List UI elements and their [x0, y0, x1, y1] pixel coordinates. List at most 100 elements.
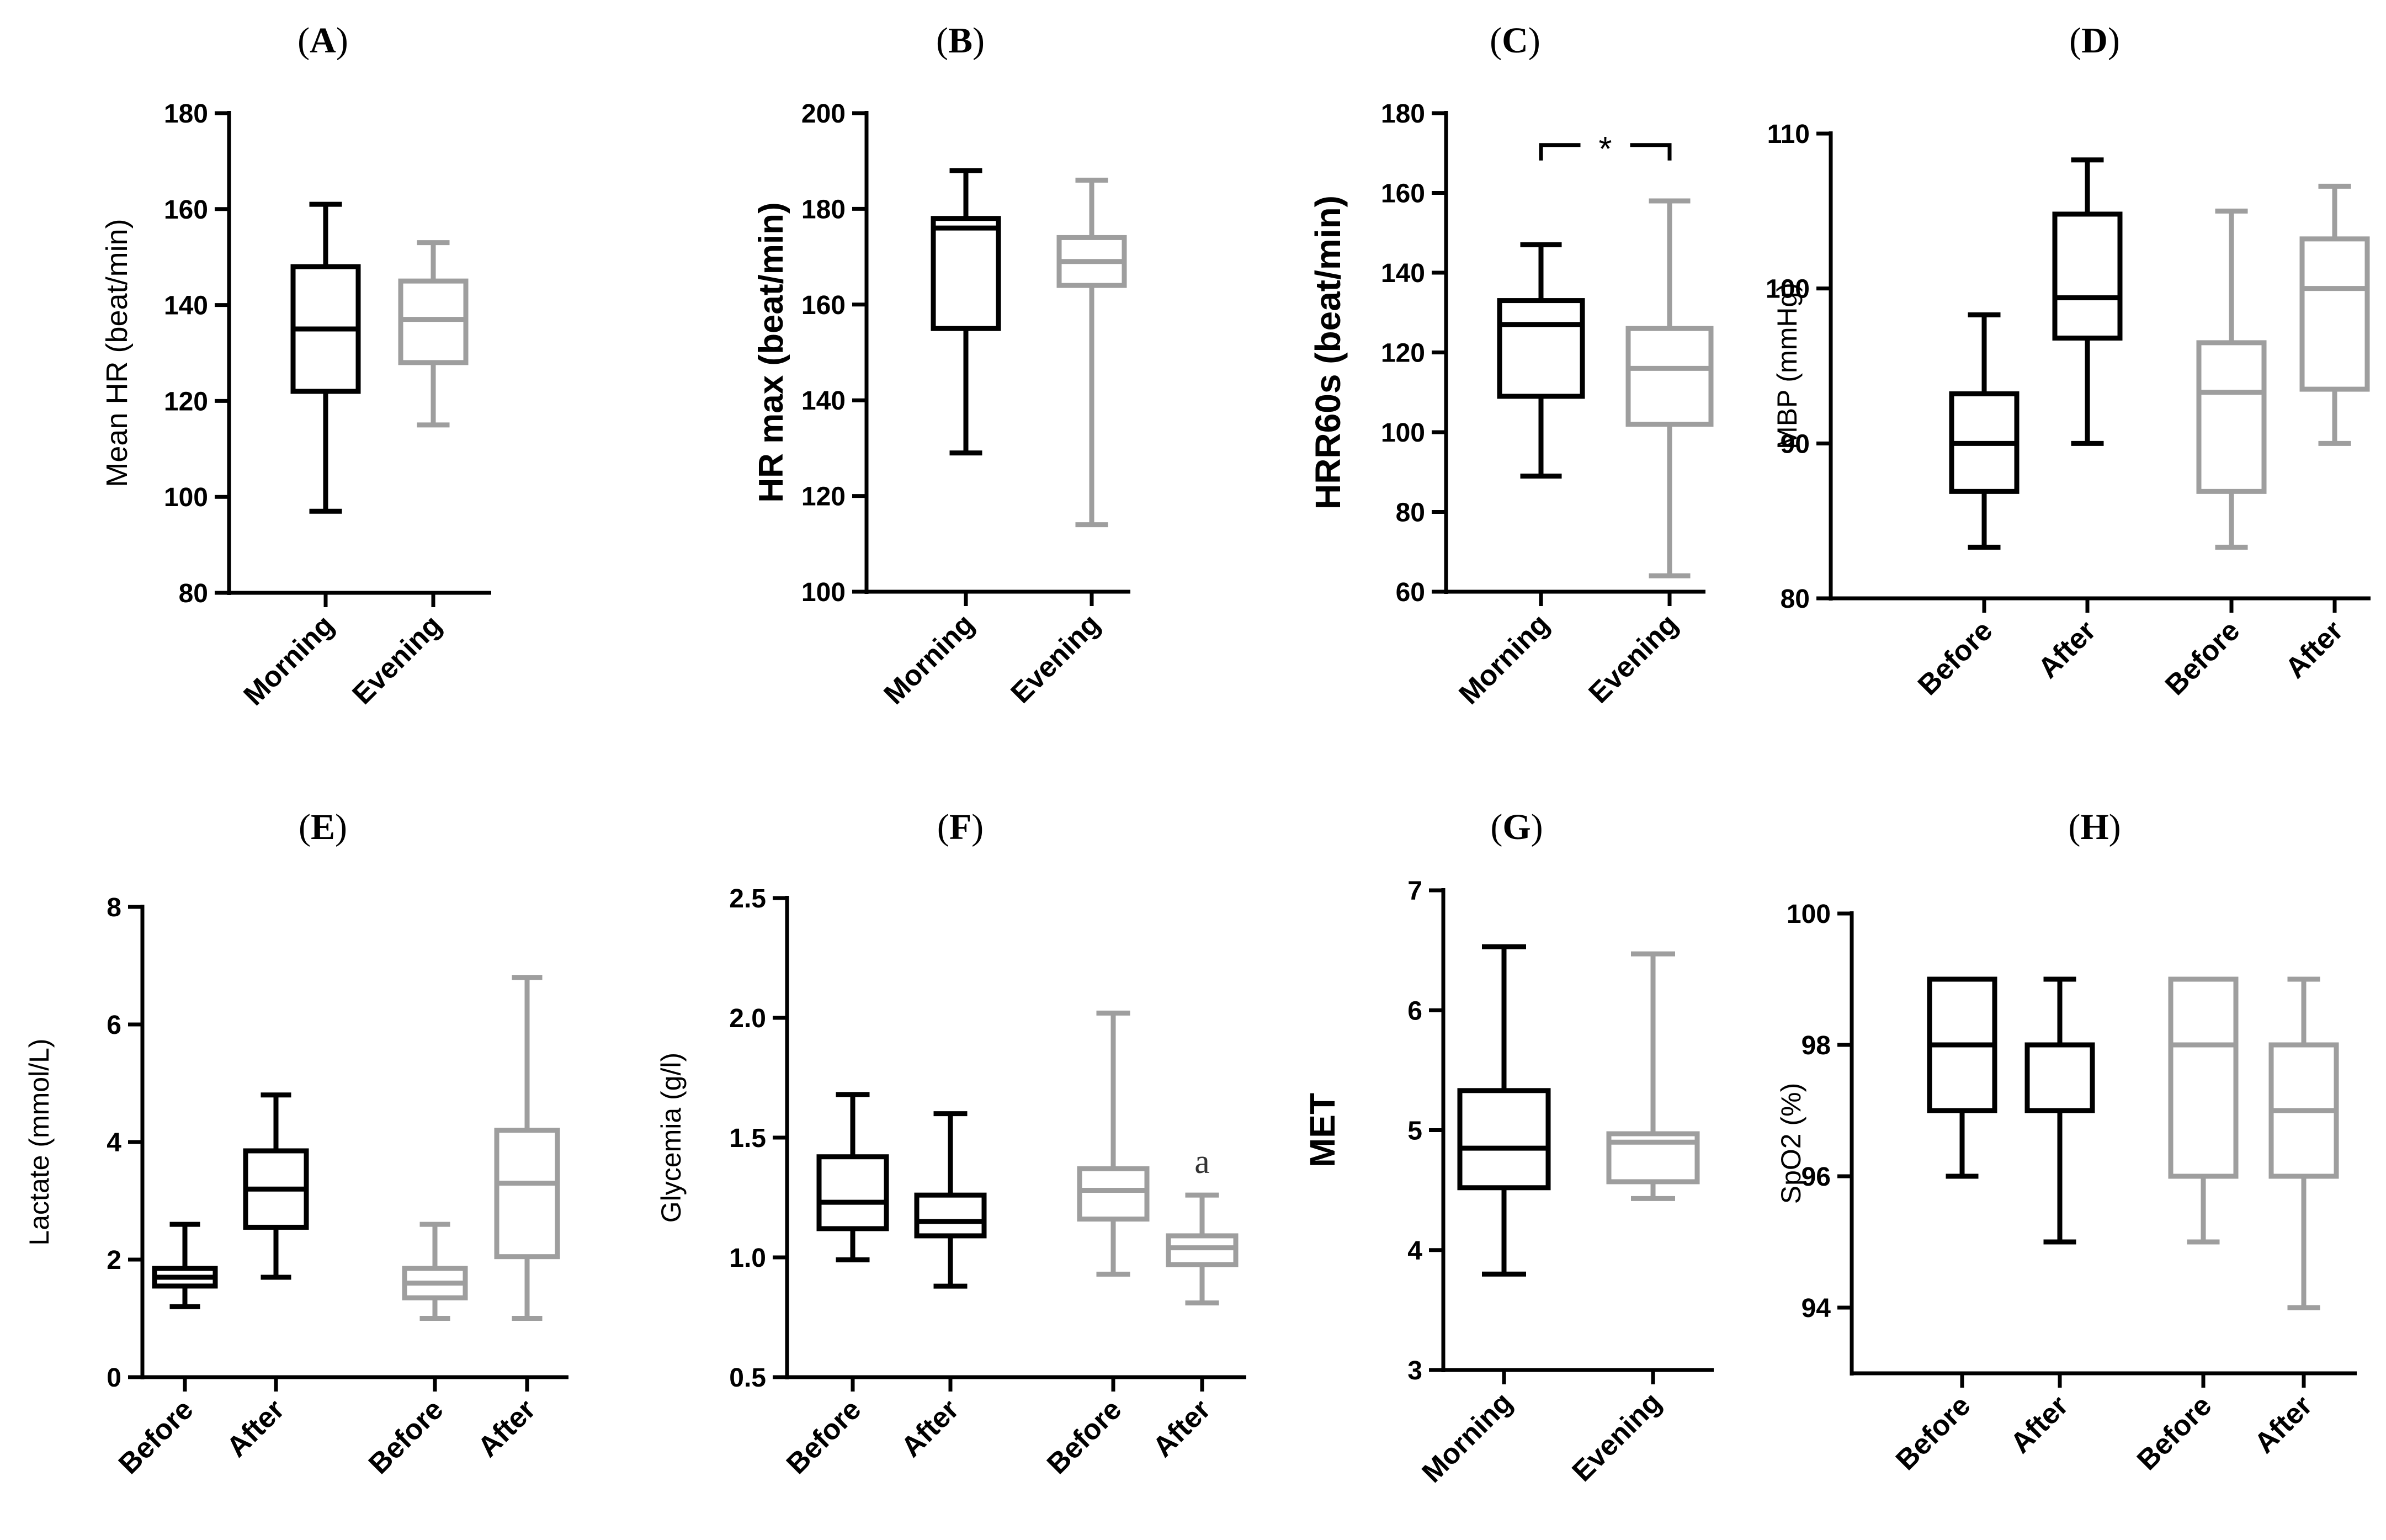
- x-category-label: Morning: [1416, 1386, 1518, 1489]
- x-category-label: Before: [1912, 614, 1999, 701]
- x-category-label: Before: [113, 1393, 199, 1480]
- panel-title: (F): [937, 807, 984, 847]
- y-tick-label: 4: [1407, 1236, 1422, 1266]
- iqr-box: [931, 216, 1001, 331]
- iqr-box: [2299, 236, 2370, 392]
- x-category-label: After: [2032, 614, 2102, 684]
- bracket-right: [1630, 143, 1672, 161]
- y-tick-label: 0.5: [729, 1363, 766, 1393]
- x-category-label: Evening: [1005, 608, 1106, 709]
- x-category-label: Before: [1890, 1389, 1976, 1476]
- x-category-label: Before: [780, 1393, 867, 1480]
- iqr-box: [2168, 976, 2239, 1179]
- y-tick-label: 0: [107, 1363, 121, 1393]
- panel-title: (A): [297, 20, 348, 61]
- y-axis-label: SpO2 (%): [1776, 1083, 1806, 1204]
- box-evening-before: [2168, 976, 2239, 1245]
- panel-title: (H): [2068, 807, 2121, 847]
- significance-letter: a: [1194, 1143, 1210, 1181]
- iqr-box: [1457, 1088, 1551, 1191]
- panel-title: (G): [1490, 807, 1543, 847]
- box-evening-before: [2196, 208, 2267, 550]
- y-tick-label: 160: [164, 195, 208, 225]
- x-category-label: Morning: [1453, 608, 1555, 710]
- y-tick-label: 120: [1381, 339, 1425, 368]
- y-tick-label: 60: [1396, 578, 1425, 607]
- x-category-label: After: [2279, 614, 2350, 684]
- y-tick-label: 3: [1407, 1356, 1422, 1385]
- box-morning-after: [2052, 157, 2123, 446]
- y-tick-label: 5: [1407, 1117, 1422, 1146]
- panel-a: (A) 80 100 120 140 160 180 Mean HR (beat/min) Mo…: [100, 20, 491, 711]
- panel-e: (E) 0 2 4 6 8 Lactate (mmol/L) Before After Befor…: [24, 807, 568, 1480]
- box-evening-after: [494, 975, 560, 1321]
- box-evening-after: [2299, 183, 2370, 446]
- y-tick-label: 1.5: [729, 1124, 766, 1153]
- iqr-box: [816, 1154, 889, 1231]
- y-axis-label: HRR60s (beat/min): [1308, 195, 1348, 509]
- y-tick-label: 80: [1396, 498, 1425, 528]
- x-category-label: Evening: [346, 609, 448, 710]
- x-category-label: After: [472, 1393, 542, 1463]
- y-tick-label: 140: [801, 386, 846, 416]
- x-category-label: After: [895, 1393, 965, 1463]
- y-tick-label: 8: [107, 893, 121, 922]
- y-tick-label: 180: [164, 99, 208, 129]
- y-tick-label: 100: [1787, 900, 1831, 929]
- box-morning-before: [816, 1092, 889, 1262]
- box-morning-after: [914, 1111, 987, 1289]
- box-evening-evening: [1056, 177, 1127, 528]
- iqr-box: [1625, 326, 1714, 427]
- panel-title: (D): [2069, 20, 2120, 61]
- box-morning-morning: [1457, 944, 1551, 1277]
- y-tick-label: 7: [1407, 877, 1422, 906]
- y-tick-label: 100: [801, 578, 846, 607]
- y-tick-label: 80: [1781, 585, 1810, 614]
- x-category-label: After: [1147, 1393, 1217, 1463]
- y-tick-label: 90: [1781, 429, 1810, 459]
- panel-d: (D) 80 90 100 110 MBP (mmHg) Before After Before…: [1766, 20, 2371, 702]
- y-tick-label: 6: [1407, 996, 1422, 1026]
- x-category-label: Before: [1041, 1393, 1128, 1480]
- significance-star: *: [1598, 130, 1612, 168]
- box-evening-evening: [398, 240, 469, 428]
- panel-title: (C): [1490, 20, 1540, 61]
- iqr-box: [914, 1192, 987, 1239]
- x-category-label: Evening: [1582, 608, 1684, 709]
- box-evening-evening: [1625, 198, 1714, 578]
- x-category-label: After: [2249, 1389, 2319, 1459]
- y-tick-label: 200: [801, 99, 846, 129]
- y-tick-label: 2: [107, 1246, 121, 1275]
- x-category-label: Before: [2159, 614, 2246, 701]
- panel-title: (E): [299, 807, 347, 847]
- y-tick-label: 4: [107, 1128, 121, 1157]
- y-axis-label: Glycemia (g/l): [656, 1053, 687, 1223]
- x-category-label: Morning: [878, 608, 980, 710]
- x-category-label: Before: [2131, 1389, 2218, 1476]
- y-tick-label: 160: [801, 291, 846, 320]
- panel-c: (C) 60 80 100 120 140 160 180 HRR60s (beat/min) M…: [1308, 20, 1714, 710]
- iqr-box: [2052, 211, 2123, 341]
- box-morning-morning: [1497, 242, 1585, 479]
- y-axis-label: Lactate (mmol/L): [24, 1038, 55, 1245]
- y-tick-label: 180: [801, 195, 846, 224]
- panel-b: (B) 100 120 140 160 180 200 HR max (beat/min) Mo…: [752, 20, 1130, 710]
- y-tick-label: 2.5: [729, 884, 766, 914]
- y-axis-label: MBP (mmHg): [1772, 283, 1803, 449]
- y-tick-label: 80: [179, 579, 208, 608]
- box-morning-before: [1927, 976, 1997, 1179]
- box-morning-before: [152, 1222, 218, 1309]
- box-morning-after: [2024, 976, 2095, 1245]
- iqr-box: [2024, 1042, 2095, 1113]
- y-tick-label: 94: [1802, 1294, 1831, 1323]
- box-evening-evening: [1606, 951, 1700, 1201]
- box-evening-after: [2268, 976, 2339, 1310]
- y-tick-label: 140: [164, 291, 208, 321]
- y-axis-label: HR max (beat/min): [752, 202, 790, 502]
- x-category-label: After: [2005, 1389, 2075, 1459]
- panel-g: (G) 3 4 5 6 7 MET Morning Evening: [1303, 807, 1714, 1489]
- y-axis-label: MET: [1303, 1093, 1342, 1167]
- x-category-label: Before: [363, 1393, 449, 1480]
- iqr-box: [494, 1128, 560, 1260]
